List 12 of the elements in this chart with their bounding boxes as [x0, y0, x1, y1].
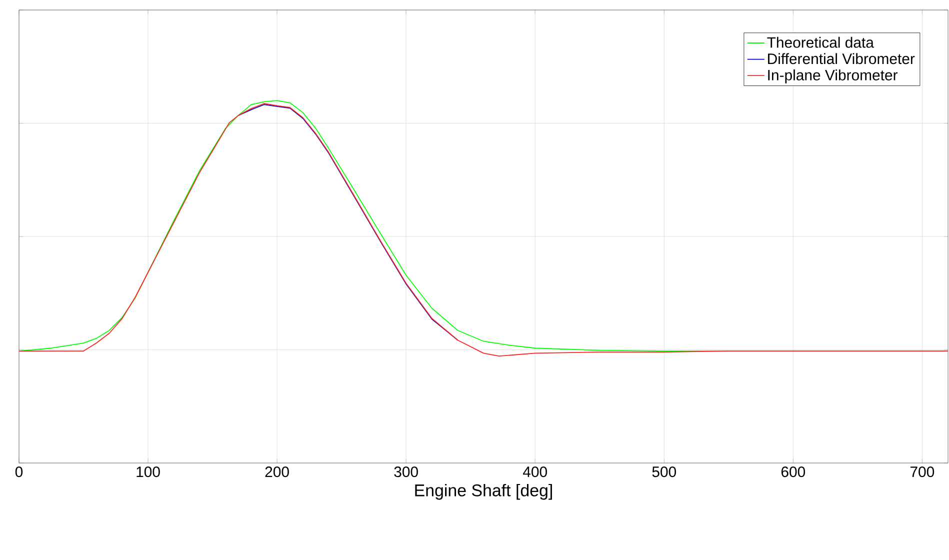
x-tick-label: 600	[781, 466, 806, 478]
x-tick-label: 300	[394, 466, 418, 478]
x-tick-label: 0	[15, 466, 23, 478]
legend-label: Differential Vibrometer	[768, 53, 915, 64]
legend-label: Theoretical data	[767, 36, 874, 48]
legend-label: In-plane Vibrometer	[768, 69, 898, 84]
x-tick-label: 700	[910, 466, 934, 478]
x-tick-label: 400	[522, 466, 547, 478]
x-axis-title: Engine Shaft [deg]	[415, 484, 552, 500]
x-tick-label: 200	[265, 466, 289, 478]
x-tick-label: 500	[652, 466, 676, 478]
x-tick-label: 100	[136, 466, 160, 478]
